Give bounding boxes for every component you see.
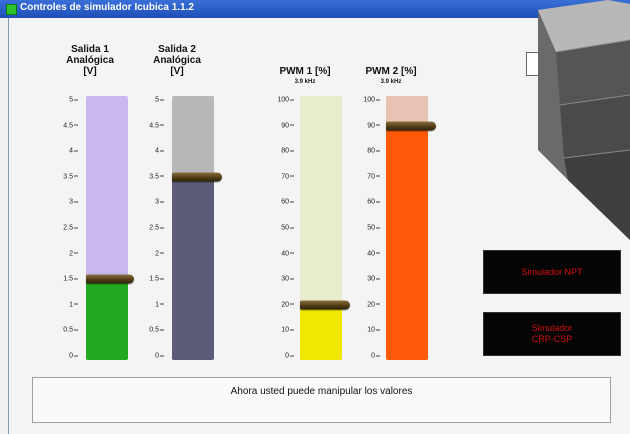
- scale-tick: 10: [367, 327, 380, 334]
- scale-tick: 100: [277, 97, 294, 104]
- gauge-4-frequency: 3.9 kHz: [380, 79, 402, 85]
- scale-tick: 100: [363, 97, 380, 104]
- scale-tick: 1: [155, 301, 164, 308]
- title-bar: Controles de simulador Icubica 1.1.2: [0, 0, 630, 18]
- simulador-crp-csp-button[interactable]: Simulador CRP-CSP: [483, 312, 621, 356]
- scale-tick: 0: [371, 353, 380, 360]
- gauge-4-slider-handle[interactable]: [386, 121, 436, 131]
- scale-tick: 20: [367, 301, 380, 308]
- scale-tick: 1.5: [63, 276, 78, 283]
- scale-tick: 10: [281, 327, 294, 334]
- scale-tick: 3.5: [63, 173, 78, 180]
- scale-tick: 1: [69, 301, 78, 308]
- scale-tick: 30: [367, 276, 380, 283]
- simulador-npt-button[interactable]: Simulador NPT: [483, 250, 621, 294]
- gauge-2-subtitle: Analógica: [153, 55, 201, 66]
- scale-tick: 3: [155, 199, 164, 206]
- gauge-1-title: Salida 1: [71, 44, 109, 55]
- status-panel: Ahora usted puede manipular los valores: [32, 377, 611, 423]
- scale-tick: 20: [281, 301, 294, 308]
- device-image: [538, 0, 630, 240]
- scale-tick: 4: [69, 148, 78, 155]
- scale-tick: 90: [281, 122, 294, 129]
- gauge-3-title: PWM 1 [%]: [279, 66, 331, 77]
- scale-tick: 4: [155, 148, 164, 155]
- scale-tick: 2: [155, 250, 164, 257]
- simulador-crp-csp-label-line1: Simulador: [531, 323, 573, 333]
- gauge-4-track[interactable]: [386, 96, 428, 360]
- scale-tick: 40: [367, 250, 380, 257]
- scale-tick: 2.5: [63, 225, 78, 232]
- scale-tick: 50: [367, 225, 380, 232]
- scale-tick: 0: [285, 353, 294, 360]
- scale-tick: 80: [281, 148, 294, 155]
- gauge-2-fill: [172, 176, 214, 360]
- gauge-2-slider-handle[interactable]: [172, 172, 222, 182]
- scale-tick: 70: [367, 173, 380, 180]
- scale-tick: 80: [367, 148, 380, 155]
- gauge-3-fill: [300, 304, 342, 360]
- gauge-4-scale: 100 90 80 70 60 50 40 30 20 10 0: [358, 97, 380, 360]
- gauge-4-title: PWM 2 [%]: [365, 66, 417, 77]
- window-title: Controles de simulador Icubica 1.1.2: [20, 2, 194, 13]
- status-message: Ahora usted puede manipular los valores: [230, 386, 413, 397]
- gauge-3-scale: 100 90 80 70 60 50 40 30 20 10 0: [272, 97, 294, 360]
- gauge-1-slider-handle[interactable]: [86, 274, 134, 284]
- scale-tick: 2.5: [149, 225, 164, 232]
- scale-tick: 0: [69, 353, 78, 360]
- app-icon: [6, 4, 17, 15]
- scale-tick: 0.5: [63, 327, 78, 334]
- scale-tick: 50: [281, 225, 294, 232]
- gauge-3-label: PWM 1 [%] 3.9 kHz: [268, 66, 342, 88]
- simulador-npt-label: Simulador NPT: [521, 266, 583, 277]
- gauge-2-label: Salida 2 Analógica [V]: [146, 44, 208, 77]
- scale-tick: 3.5: [149, 173, 164, 180]
- scale-tick: 70: [281, 173, 294, 180]
- scale-tick: 1.5: [149, 276, 164, 283]
- scale-tick: 0.5: [149, 327, 164, 334]
- scale-tick: 4.5: [63, 122, 78, 129]
- gauge-1-fill: [86, 279, 128, 360]
- gauge-2-scale: 5 4.5 4 3.5 3 2.5 2 1.5 1 0.5 0: [142, 97, 164, 360]
- gauge-4-label: PWM 2 [%] 3.9 kHz: [354, 66, 428, 88]
- gauge-2-track[interactable]: [172, 96, 214, 360]
- gauge-2-unit: [V]: [170, 66, 184, 77]
- gauge-1-label: Salida 1 Analógica [V]: [60, 44, 120, 77]
- scale-tick: 60: [367, 199, 380, 206]
- scale-tick: 0: [155, 353, 164, 360]
- gauge-1-subtitle: Analógica: [66, 55, 114, 66]
- scale-tick: 4.5: [149, 122, 164, 129]
- scale-tick: 2: [69, 250, 78, 257]
- scale-tick: 40: [281, 250, 294, 257]
- gauge-1-unit: [V]: [83, 66, 97, 77]
- scale-tick: 60: [281, 199, 294, 206]
- scale-tick: 3: [69, 199, 78, 206]
- scale-tick: 5: [69, 97, 78, 104]
- gauge-4-fill: [386, 125, 428, 360]
- gauge-3-slider-handle[interactable]: [300, 300, 350, 310]
- scale-tick: 30: [281, 276, 294, 283]
- scale-tick: 90: [367, 122, 380, 129]
- gauge-1-scale: 5 4.5 4 3.5 3 2.5 2 1.5 1 0.5 0: [56, 97, 78, 360]
- gauge-3-frequency: 3.9 kHz: [294, 79, 316, 85]
- simulador-crp-csp-label-line2: CRP-CSP: [531, 334, 573, 344]
- scale-tick: 5: [155, 97, 164, 104]
- gauge-1-track[interactable]: [86, 96, 128, 360]
- gauge-3-track[interactable]: [300, 96, 342, 360]
- gauge-2-title: Salida 2: [158, 44, 196, 55]
